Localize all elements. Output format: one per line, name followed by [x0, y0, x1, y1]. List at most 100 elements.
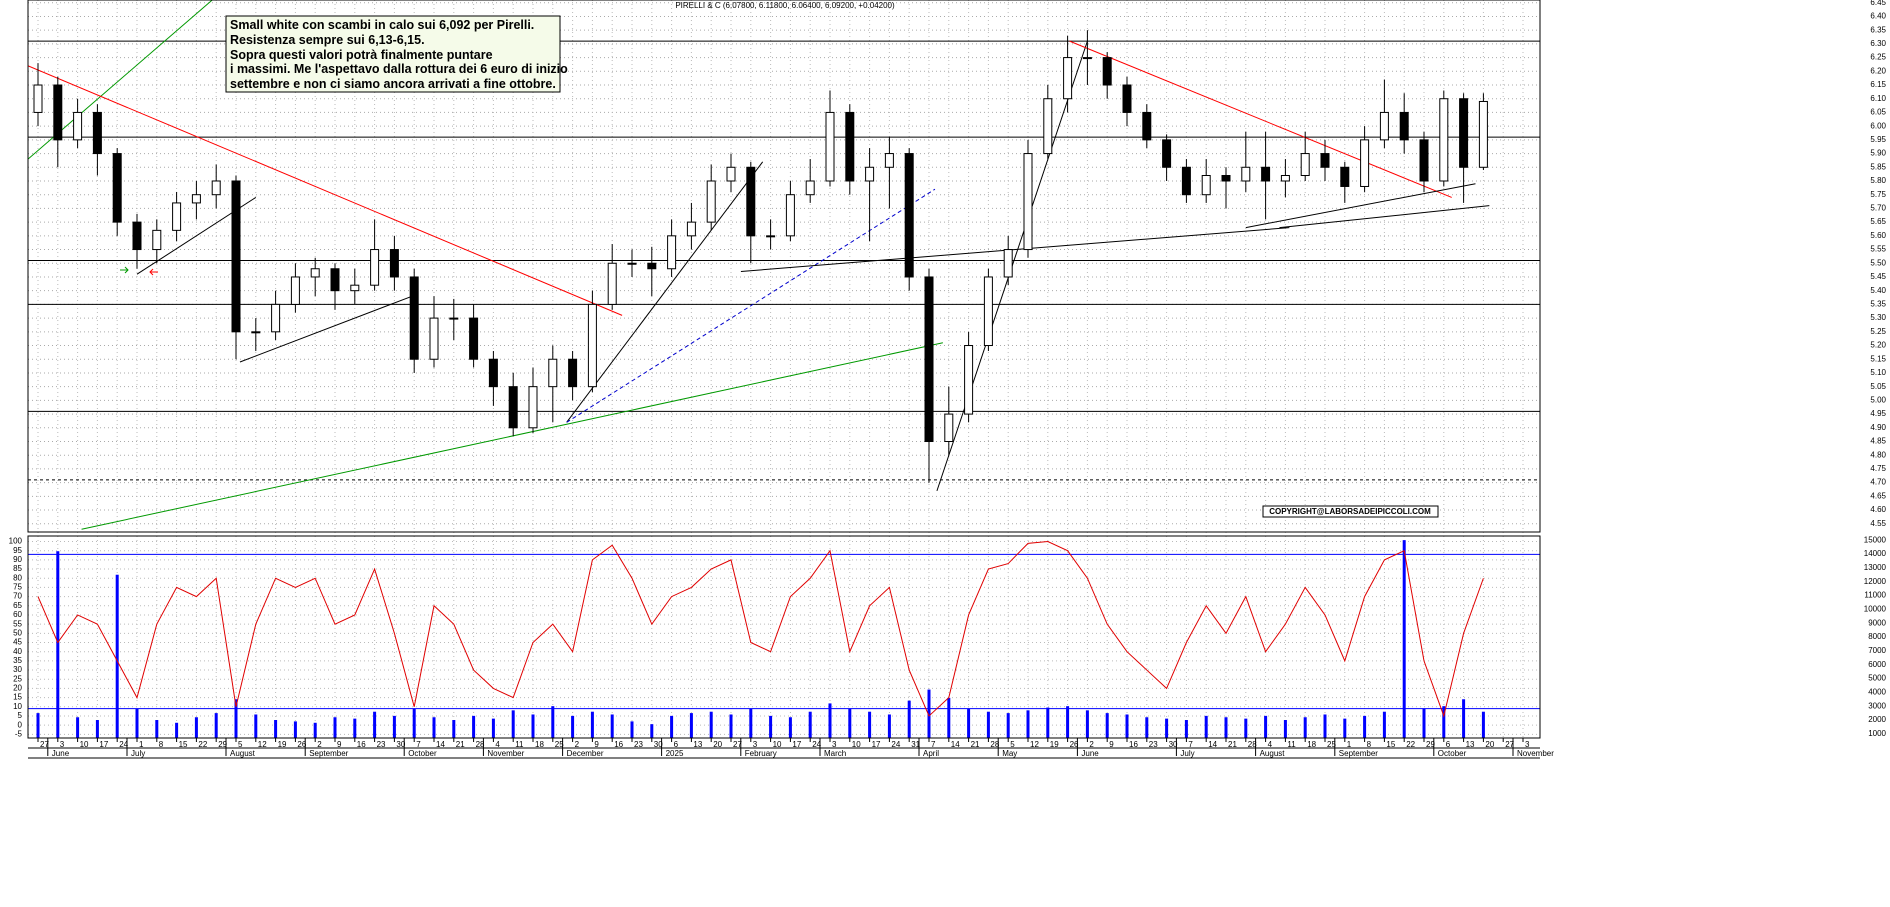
- volume-bar: [986, 711, 990, 738]
- x-tick-label: 28: [1248, 740, 1257, 749]
- candle-body: [370, 249, 380, 286]
- month-label: July: [1180, 749, 1194, 758]
- volume-bar: [155, 720, 159, 738]
- volume-bar: [95, 720, 99, 738]
- volume-bar: [1165, 718, 1169, 738]
- y-tick-label: 4.75: [1870, 464, 1886, 473]
- x-tick-label: 4: [1268, 740, 1273, 749]
- candle-body: [647, 262, 657, 270]
- month-label: December: [567, 749, 604, 758]
- volume-bar: [313, 722, 317, 738]
- volume-bar: [1382, 711, 1386, 738]
- candle-body: [1063, 57, 1073, 100]
- volume-bar: [689, 713, 693, 738]
- y-tick-label: 5.35: [1870, 300, 1886, 309]
- oscillator-layer: [28, 540, 1540, 738]
- candle-body: [1023, 153, 1033, 251]
- volume-bar: [1462, 699, 1466, 738]
- volume-bar: [333, 717, 337, 738]
- volume-bar: [868, 711, 872, 738]
- x-tick-label: 27: [733, 740, 742, 749]
- volume-bar: [670, 715, 674, 738]
- x-tick-label: 19: [278, 740, 287, 749]
- x-tick-label: 2: [317, 740, 322, 749]
- candle-body: [172, 202, 182, 231]
- x-tick-label: 22: [1406, 740, 1415, 749]
- volume-bar: [1224, 717, 1228, 738]
- x-tick-label: 23: [634, 740, 643, 749]
- volume-tick-label: 3000: [1868, 701, 1886, 710]
- osc-tick-label: 65: [13, 601, 22, 610]
- x-tick-label: 10: [80, 740, 89, 749]
- annotation-line: Resistenza sempre sui 6,13-6,15.: [230, 33, 425, 47]
- x-tick-label: 3: [60, 740, 65, 749]
- osc-tick-label: 55: [13, 619, 22, 628]
- candle-body: [983, 276, 993, 347]
- volume-bar: [1184, 720, 1188, 738]
- candle-body: [1003, 249, 1013, 278]
- x-tick-label: 4: [495, 740, 500, 749]
- x-tick-label: 15: [1386, 740, 1395, 749]
- x-tick-label: 8: [1367, 740, 1372, 749]
- y-tick-label: 4.85: [1870, 437, 1886, 446]
- x-tick-label: 3: [753, 740, 758, 749]
- x-tick-label: 20: [1485, 740, 1494, 749]
- x-tick-label: 22: [198, 740, 207, 749]
- candle-body: [1399, 111, 1409, 141]
- trendline: [566, 188, 936, 423]
- osc-tick-label: 45: [13, 638, 22, 647]
- osc-tick-label: 85: [13, 564, 22, 573]
- x-tick-label: 16: [1129, 740, 1138, 749]
- candle-body: [251, 331, 261, 334]
- volume-bar: [234, 699, 238, 738]
- volume-bar: [769, 715, 773, 738]
- candle-body: [706, 180, 716, 223]
- y-tick-label: 5.55: [1870, 245, 1886, 254]
- chart-title: PIRELLI & C (6.07800, 6.11800, 6.06400, …: [675, 1, 895, 10]
- x-tick-label: 11: [1287, 740, 1296, 749]
- candle-body: [1478, 100, 1488, 168]
- x-tick-label: 2: [575, 740, 580, 749]
- y-tick-label: 6.25: [1870, 53, 1886, 62]
- y-tick-label: 6.40: [1870, 12, 1886, 21]
- candle-body: [904, 153, 914, 278]
- candle-body: [191, 194, 201, 204]
- candle-body: [53, 84, 63, 141]
- candle-body: [231, 180, 241, 333]
- x-tick-label: 12: [258, 740, 267, 749]
- volume-bar: [135, 708, 139, 738]
- trendline: [239, 295, 413, 363]
- annotation-line: Small white con scambi in calo sui 6,092…: [230, 18, 534, 32]
- volume-tick-label: 7000: [1868, 646, 1886, 655]
- volume-bar: [1323, 714, 1327, 738]
- volume-bar: [432, 717, 436, 738]
- x-tick-label: 24: [891, 740, 900, 749]
- x-tick-label: 2: [1089, 740, 1094, 749]
- candle-body: [1181, 166, 1191, 196]
- y-tick-label: 5.20: [1870, 341, 1886, 350]
- volume-bar: [214, 713, 218, 738]
- x-tick-label: 15: [179, 740, 188, 749]
- x-tick-label: 30: [654, 740, 663, 749]
- candle-body: [884, 153, 894, 168]
- x-tick-label: 26: [297, 740, 306, 749]
- y-tick-label: 5.60: [1870, 231, 1886, 240]
- y-tick-label: 5.90: [1870, 149, 1886, 158]
- candle-body: [1379, 111, 1389, 141]
- y-tick-label: 5.50: [1870, 258, 1886, 267]
- volume-bar: [610, 714, 614, 738]
- candle-body: [627, 262, 637, 265]
- volume-tick-label: 9000: [1868, 618, 1886, 627]
- month-label: March: [824, 749, 846, 758]
- x-tick-label: 7: [1188, 740, 1193, 749]
- candle-body: [548, 358, 558, 388]
- trendline: [81, 342, 943, 530]
- y-tick-label: 6.05: [1870, 108, 1886, 117]
- x-tick-label: 30: [1169, 740, 1178, 749]
- x-tick-label: 18: [1307, 740, 1316, 749]
- volume-tick-label: 6000: [1868, 660, 1886, 669]
- candle-body: [726, 166, 736, 182]
- volume-tick-label: 5000: [1868, 674, 1886, 683]
- osc-tick-label: 10: [13, 702, 22, 711]
